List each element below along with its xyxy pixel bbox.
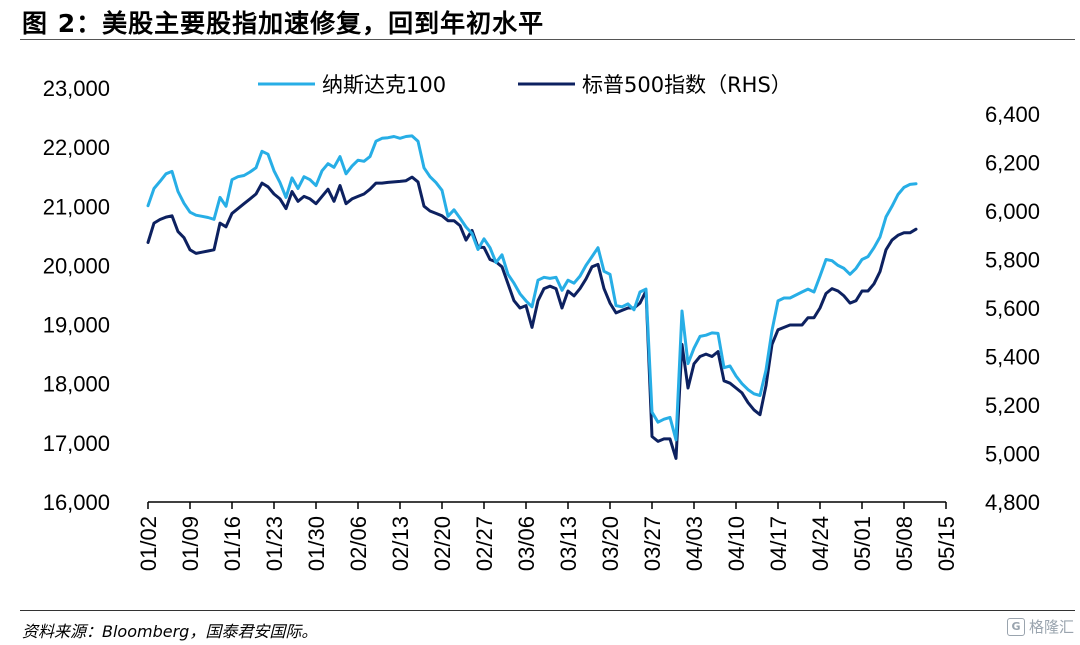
title-divider bbox=[20, 39, 1075, 40]
x-tick-label: 01/16 bbox=[220, 516, 245, 571]
x-tick-label: 02/27 bbox=[472, 516, 497, 571]
y-left-tick-label: 19,000 bbox=[43, 313, 110, 338]
source-divider bbox=[20, 610, 1075, 611]
x-tick-label: 04/17 bbox=[766, 516, 791, 571]
chart-title: 图 2：美股主要股指加速修复，回到年初水平 bbox=[22, 9, 545, 38]
y-right-tick-label: 5,000 bbox=[985, 442, 1040, 467]
y-axis-left-labels: 16,000 17,000 18,000 19,000 20,000 21,000 22,0… bbox=[43, 76, 110, 515]
series-line-nasdaq100 bbox=[146, 134, 918, 442]
x-tick-label: 05/01 bbox=[850, 516, 875, 571]
watermark-logo-icon: G bbox=[1006, 617, 1025, 636]
series-layer bbox=[146, 134, 918, 460]
legend-label-nasdaq: 纳斯达克100 bbox=[322, 73, 446, 97]
y-left-tick-label: 18,000 bbox=[43, 372, 110, 397]
x-tick-label: 05/08 bbox=[892, 516, 917, 571]
line-chart: 纳斯达克100 标普500指数（RHS） 01/02 01/09 01/16 01/2… bbox=[43, 73, 1040, 571]
series-line-sp500 bbox=[146, 175, 918, 460]
y-left-tick-label: 22,000 bbox=[43, 135, 110, 160]
x-tick-label: 01/02 bbox=[136, 516, 161, 571]
y-right-tick-label: 5,200 bbox=[985, 393, 1040, 418]
legend: 纳斯达克100 标普500指数（RHS） bbox=[258, 73, 792, 97]
y-right-tick-label: 6,000 bbox=[985, 199, 1040, 224]
x-tick-label: 03/27 bbox=[640, 516, 665, 571]
y-right-tick-label: 5,600 bbox=[985, 296, 1040, 321]
x-tick-label: 03/06 bbox=[514, 516, 539, 571]
source-note: 资料来源：Bloomberg，国泰君安国际。 bbox=[22, 622, 318, 641]
y-left-tick-label: 20,000 bbox=[43, 253, 110, 278]
x-tick-label: 04/03 bbox=[682, 516, 707, 571]
y-left-tick-label: 17,000 bbox=[43, 431, 110, 456]
y-right-tick-label: 6,400 bbox=[985, 102, 1040, 127]
x-tick-label: 04/10 bbox=[724, 516, 749, 571]
x-tick-label: 04/24 bbox=[808, 516, 833, 571]
x-tick-label: 03/13 bbox=[556, 516, 581, 571]
x-tick-label: 03/20 bbox=[598, 516, 623, 571]
y-left-tick-label: 16,000 bbox=[43, 490, 110, 515]
x-tick-label: 02/13 bbox=[388, 516, 413, 571]
x-tick-label: 05/15 bbox=[934, 516, 959, 571]
y-right-tick-label: 5,400 bbox=[985, 345, 1040, 370]
x-tick-label: 02/20 bbox=[430, 516, 455, 571]
watermark: G 格隆汇 bbox=[1006, 616, 1074, 637]
x-axis-ticks: 01/02 01/09 01/16 01/23 01/30 02/06 02/13 02/20… bbox=[136, 502, 959, 571]
y-right-tick-label: 5,800 bbox=[985, 248, 1040, 273]
x-tick-label: 01/09 bbox=[178, 516, 203, 571]
y-left-tick-label: 23,000 bbox=[43, 76, 110, 101]
x-tick-label: 01/30 bbox=[304, 516, 329, 571]
watermark-text: 格隆汇 bbox=[1028, 618, 1074, 636]
y-right-tick-label: 6,200 bbox=[985, 151, 1040, 176]
y-axis-right-labels: 4,800 5,000 5,200 5,400 5,600 5,800 6,000 6,200… bbox=[985, 102, 1040, 515]
y-right-tick-label: 4,800 bbox=[985, 490, 1040, 515]
legend-label-sp500: 标普500指数（RHS） bbox=[582, 73, 792, 97]
y-left-tick-label: 21,000 bbox=[43, 194, 110, 219]
x-tick-label: 02/06 bbox=[346, 516, 371, 571]
x-tick-label: 01/23 bbox=[262, 516, 287, 571]
